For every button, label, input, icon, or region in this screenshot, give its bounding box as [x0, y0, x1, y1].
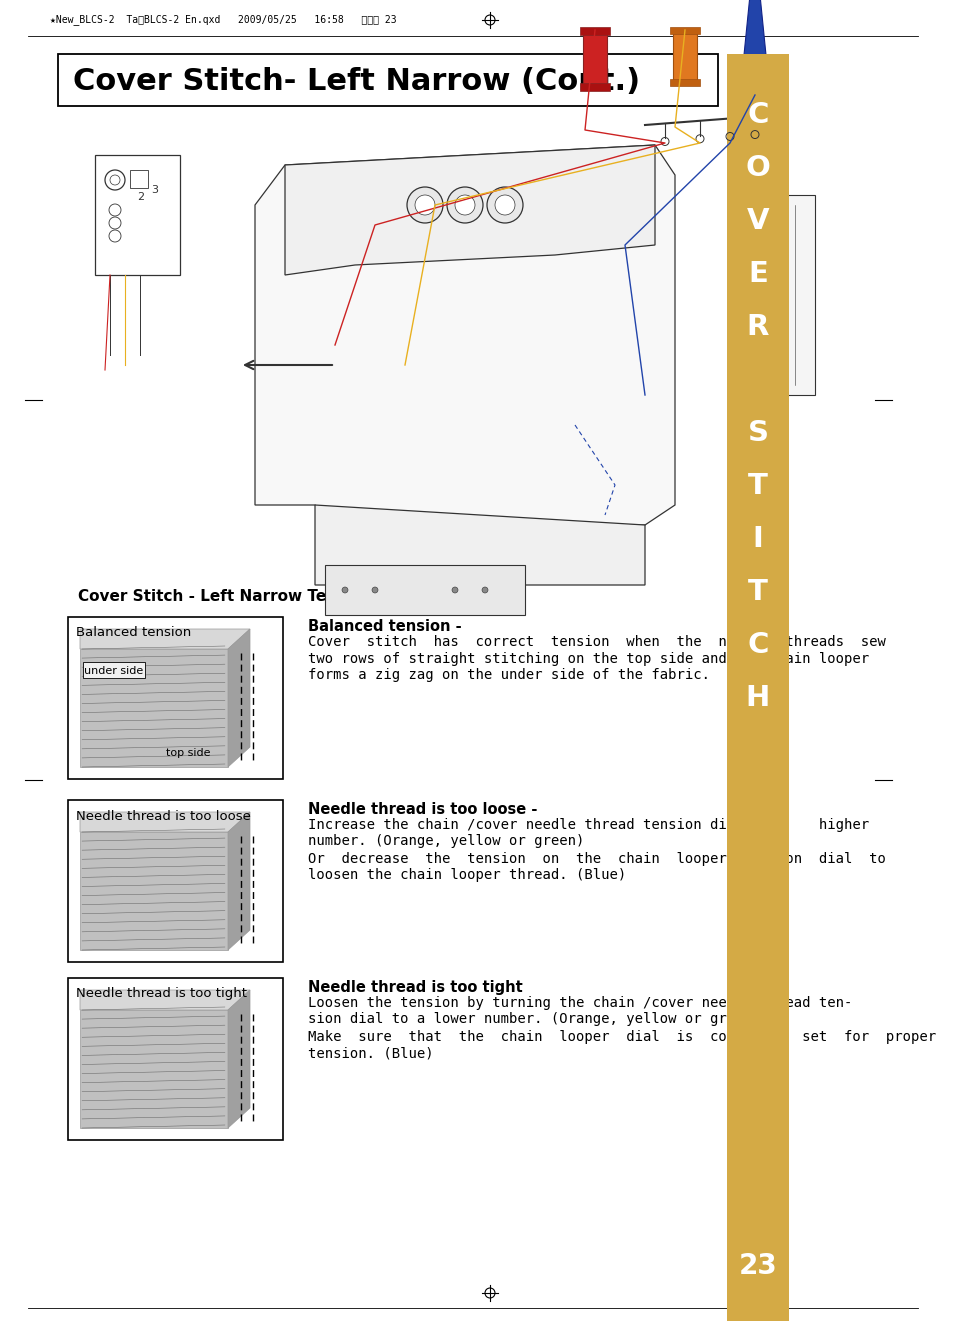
Polygon shape: [80, 1011, 228, 1128]
Bar: [579, 26, 609, 34]
Circle shape: [407, 188, 442, 223]
Bar: [68, 617, 283, 779]
Text: Needle thread is too loose -: Needle thread is too loose -: [308, 802, 537, 816]
Polygon shape: [80, 812, 250, 832]
Polygon shape: [80, 989, 250, 1011]
Bar: [672, 30, 697, 85]
Text: S: S: [747, 419, 768, 446]
Text: Needle thread is too tight: Needle thread is too tight: [76, 988, 247, 1000]
Text: T: T: [747, 472, 767, 501]
Text: ★New_BLCS-2  Ta：BLCS-2 En.qxd   2009/05/25   16:58   ページ 23: ★New_BLCS-2 Ta：BLCS-2 En.qxd 2009/05/25 …: [50, 15, 396, 25]
Text: 2: 2: [137, 192, 144, 202]
Text: Increase the chain /cover needle thread tension dial to a    higher: Increase the chain /cover needle thread …: [308, 818, 868, 831]
Text: Loosen the tension by turning the chain /cover needle thread ten-: Loosen the tension by turning the chain …: [308, 996, 851, 1009]
Circle shape: [415, 196, 435, 215]
Text: V: V: [746, 207, 768, 235]
Text: forms a zig zag on the under side of the fabric.: forms a zig zag on the under side of the…: [308, 668, 709, 683]
Circle shape: [447, 188, 482, 223]
Text: C: C: [746, 631, 768, 659]
Text: two rows of straight stitching on the top side and the chain looper: two rows of straight stitching on the to…: [308, 651, 868, 666]
Text: T: T: [747, 579, 767, 606]
Polygon shape: [80, 629, 250, 649]
Bar: [726, 54, 788, 1321]
Polygon shape: [80, 832, 228, 950]
Text: C: C: [746, 100, 768, 129]
Polygon shape: [285, 145, 655, 275]
Text: Cover Stitch - Left Narrow Tension Adjustments: Cover Stitch - Left Narrow Tension Adjus…: [78, 589, 486, 605]
Bar: [582, 30, 606, 90]
Polygon shape: [314, 505, 644, 585]
Text: Cover  stitch  has  correct  tension  when  the  needle  threads  sew: Cover stitch has correct tension when th…: [308, 634, 885, 649]
Bar: [734, 196, 814, 395]
Text: Needle thread is too tight: Needle thread is too tight: [308, 980, 522, 995]
Bar: [130, 170, 148, 188]
Text: E: E: [747, 260, 767, 288]
Polygon shape: [228, 812, 250, 950]
Text: top side: top side: [166, 748, 210, 758]
Text: Cover Stitch- Left Narrow (Cont.): Cover Stitch- Left Narrow (Cont.): [73, 66, 639, 95]
Polygon shape: [254, 145, 675, 524]
Circle shape: [341, 587, 348, 593]
Polygon shape: [228, 629, 250, 768]
Text: number. (Orange, yellow or green): number. (Orange, yellow or green): [308, 835, 584, 848]
Text: tension. (Blue): tension. (Blue): [308, 1046, 434, 1061]
Text: Make  sure  that  the  chain  looper  dial  is  correctly  set  for  proper: Make sure that the chain looper dial is …: [308, 1029, 935, 1044]
Text: Balanced tension: Balanced tension: [76, 626, 191, 639]
Circle shape: [452, 587, 457, 593]
Bar: [68, 801, 283, 962]
Polygon shape: [80, 649, 228, 768]
Text: O: O: [745, 155, 770, 182]
Text: 23: 23: [738, 1252, 777, 1280]
Text: loosen the chain looper thread. (Blue): loosen the chain looper thread. (Blue): [308, 868, 625, 882]
Polygon shape: [740, 0, 769, 95]
Text: under side: under side: [84, 666, 144, 676]
Bar: [669, 79, 700, 86]
Circle shape: [455, 196, 475, 215]
Bar: [68, 978, 283, 1140]
Bar: [325, 565, 524, 616]
Text: 3: 3: [151, 185, 158, 196]
Circle shape: [486, 188, 522, 223]
Polygon shape: [228, 989, 250, 1128]
Text: H: H: [745, 684, 769, 712]
Text: I: I: [752, 524, 762, 553]
Text: Balanced tension -: Balanced tension -: [308, 620, 461, 634]
Circle shape: [495, 196, 515, 215]
Bar: [669, 26, 700, 34]
Bar: [58, 54, 718, 106]
Text: Needle thread is too loose: Needle thread is too loose: [76, 810, 251, 823]
Bar: [579, 83, 609, 91]
FancyBboxPatch shape: [83, 662, 145, 678]
Text: sion dial to a lower number. (Orange, yellow or green): sion dial to a lower number. (Orange, ye…: [308, 1012, 760, 1026]
Circle shape: [481, 587, 488, 593]
Circle shape: [372, 587, 377, 593]
Text: R: R: [746, 313, 768, 341]
Text: Or  decrease  the  tension  on  the  chain  looper  tension  dial  to: Or decrease the tension on the chain loo…: [308, 852, 885, 865]
Bar: [95, 155, 180, 275]
